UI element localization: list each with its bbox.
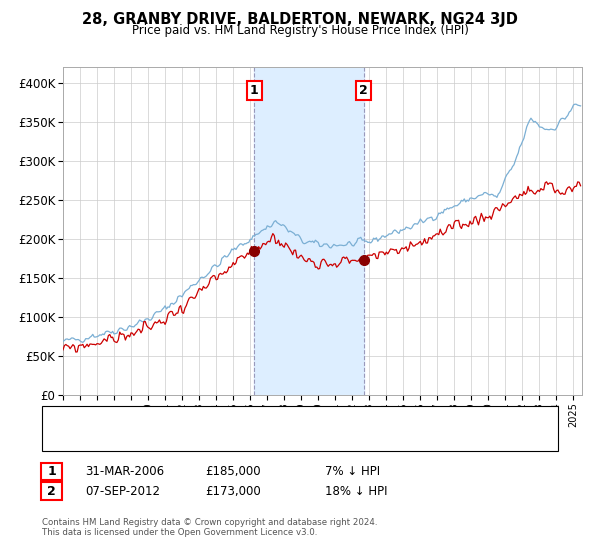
Text: 28, GRANBY DRIVE, BALDERTON, NEWARK, NG24 3JD (detached house): 28, GRANBY DRIVE, BALDERTON, NEWARK, NG2… xyxy=(90,414,460,424)
Text: Price paid vs. HM Land Registry's House Price Index (HPI): Price paid vs. HM Land Registry's House … xyxy=(131,24,469,37)
Text: £185,000: £185,000 xyxy=(205,465,261,478)
Text: HPI: Average price, detached house, Newark and Sherwood: HPI: Average price, detached house, Newa… xyxy=(90,432,400,442)
Text: £173,000: £173,000 xyxy=(205,484,261,498)
Text: 18% ↓ HPI: 18% ↓ HPI xyxy=(325,484,388,498)
Text: 28, GRANBY DRIVE, BALDERTON, NEWARK, NG24 3JD: 28, GRANBY DRIVE, BALDERTON, NEWARK, NG2… xyxy=(82,12,518,27)
Text: Contains HM Land Registry data © Crown copyright and database right 2024.
This d: Contains HM Land Registry data © Crown c… xyxy=(42,518,377,538)
Bar xyxy=(254,67,364,395)
Text: 07-SEP-2012: 07-SEP-2012 xyxy=(85,484,160,498)
Text: 1: 1 xyxy=(47,465,56,478)
Text: 7% ↓ HPI: 7% ↓ HPI xyxy=(325,465,380,478)
Text: 31-MAR-2006: 31-MAR-2006 xyxy=(85,465,164,478)
Text: 1: 1 xyxy=(250,84,259,97)
Text: 2: 2 xyxy=(359,84,368,97)
Text: 2: 2 xyxy=(47,484,56,498)
